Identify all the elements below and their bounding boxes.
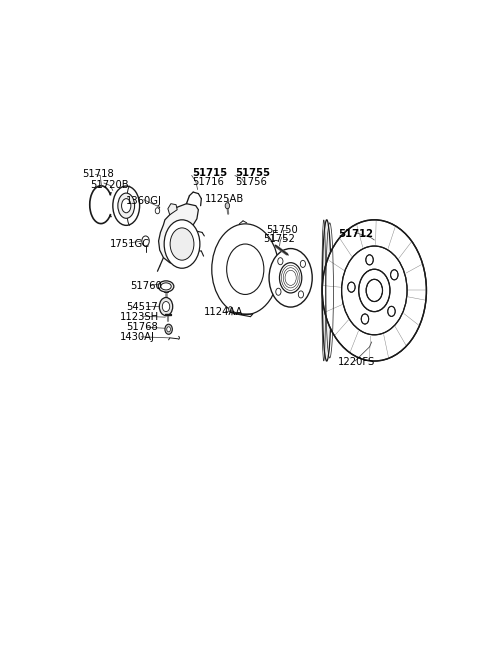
Text: 51755: 51755 <box>235 168 270 178</box>
Circle shape <box>348 282 355 292</box>
Circle shape <box>300 260 305 267</box>
Text: 51712: 51712 <box>338 229 373 239</box>
Circle shape <box>342 246 407 335</box>
Circle shape <box>159 297 173 316</box>
Text: 51718: 51718 <box>83 170 114 179</box>
Circle shape <box>278 257 283 265</box>
Text: 54517: 54517 <box>126 301 158 312</box>
Ellipse shape <box>322 220 331 361</box>
Text: 51720B: 51720B <box>90 179 128 189</box>
Circle shape <box>162 301 170 312</box>
Text: 1360GJ: 1360GJ <box>126 196 162 206</box>
Ellipse shape <box>113 186 140 225</box>
Text: 51760: 51760 <box>130 282 162 291</box>
Text: 51752: 51752 <box>263 234 295 244</box>
Circle shape <box>170 228 194 260</box>
Text: 1220FS: 1220FS <box>338 357 375 367</box>
Circle shape <box>322 220 426 361</box>
Circle shape <box>155 208 160 214</box>
Text: 1751GC: 1751GC <box>109 239 150 249</box>
Polygon shape <box>158 204 198 264</box>
Text: 51715: 51715 <box>192 168 227 178</box>
Text: 1125AB: 1125AB <box>205 194 244 204</box>
Text: 51716: 51716 <box>192 177 224 187</box>
Circle shape <box>366 279 383 301</box>
Text: 1124AA: 1124AA <box>204 307 244 316</box>
Polygon shape <box>168 204 177 215</box>
Ellipse shape <box>158 281 174 292</box>
Circle shape <box>212 224 279 314</box>
Text: 51756: 51756 <box>235 177 267 187</box>
Circle shape <box>366 255 373 265</box>
Circle shape <box>388 307 395 316</box>
Circle shape <box>167 327 170 332</box>
Circle shape <box>165 324 172 334</box>
Circle shape <box>276 288 281 295</box>
Circle shape <box>228 307 232 312</box>
Circle shape <box>298 291 303 298</box>
Text: 51768: 51768 <box>126 322 158 331</box>
Circle shape <box>359 269 390 312</box>
Text: 51750: 51750 <box>266 225 298 235</box>
Ellipse shape <box>121 198 131 213</box>
Circle shape <box>227 244 264 295</box>
Text: 1430AJ: 1430AJ <box>120 332 155 342</box>
Circle shape <box>391 270 398 280</box>
Text: 1123SH: 1123SH <box>120 312 159 322</box>
Circle shape <box>361 314 369 324</box>
Circle shape <box>279 263 302 293</box>
Ellipse shape <box>161 283 171 290</box>
Circle shape <box>142 236 149 246</box>
Circle shape <box>225 202 229 209</box>
Ellipse shape <box>118 193 134 218</box>
Circle shape <box>269 248 312 307</box>
Circle shape <box>164 220 200 269</box>
